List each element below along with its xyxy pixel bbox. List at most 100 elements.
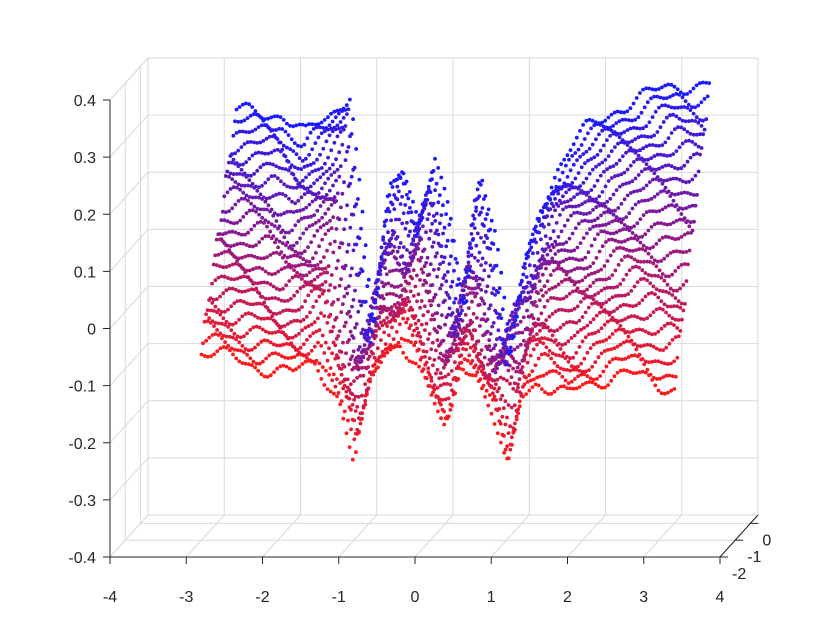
data-point: [480, 386, 484, 391]
data-point: [634, 126, 639, 131]
data-point: [576, 203, 581, 208]
data-point: [602, 286, 607, 291]
data-point: [243, 347, 248, 351]
data-point: [233, 261, 238, 266]
data-point: [325, 321, 330, 325]
data-point: [211, 262, 216, 267]
data-point: [447, 347, 452, 352]
data-point: [411, 268, 416, 273]
data-point: [512, 403, 517, 408]
data-point: [318, 272, 323, 277]
data-point: [524, 275, 529, 279]
data-point: [431, 363, 435, 368]
data-point: [574, 135, 579, 140]
data-point: [254, 286, 259, 291]
data-point: [641, 186, 646, 191]
data-point: [402, 338, 407, 342]
data-point: [601, 124, 606, 129]
data-point: [268, 253, 273, 257]
data-point: [221, 333, 226, 338]
data-point: [282, 299, 287, 303]
data-point: [328, 366, 333, 370]
data-point: [577, 345, 582, 349]
data-point: [460, 308, 464, 313]
data-point: [396, 284, 400, 289]
data-point: [620, 138, 625, 143]
data-point: [452, 331, 457, 336]
data-point: [344, 389, 349, 394]
data-point: [496, 290, 501, 295]
data-point: [423, 198, 428, 202]
data-point: [508, 349, 513, 354]
data-point: [666, 189, 671, 194]
data-point: [651, 209, 655, 214]
data-point: [293, 334, 298, 338]
box-edge: [109, 57, 149, 101]
data-point: [323, 211, 328, 216]
data-point: [633, 202, 638, 207]
data-point: [595, 340, 599, 345]
data-point: [239, 196, 244, 201]
data-point: [634, 371, 639, 375]
data-point: [550, 256, 555, 261]
data-point: [336, 334, 341, 338]
data-point: [304, 205, 309, 210]
data-point: [533, 321, 537, 326]
data-point: [489, 218, 494, 223]
data-point: [394, 330, 399, 334]
data-point: [430, 340, 435, 345]
data-point: [667, 341, 672, 346]
data-point: [420, 210, 425, 215]
data-point: [397, 295, 402, 299]
data-point: [637, 370, 642, 375]
data-point: [365, 318, 370, 323]
data-point: [628, 106, 633, 111]
data-point: [261, 207, 266, 212]
data-point: [351, 117, 355, 121]
data-point: [391, 337, 396, 342]
data-point: [609, 128, 614, 133]
data-point: [595, 377, 599, 381]
data-point: [325, 358, 330, 363]
data-point: [578, 241, 583, 246]
data-point: [531, 316, 536, 321]
data-point: [380, 323, 385, 328]
data-point: [522, 338, 526, 343]
data-point: [335, 167, 340, 172]
data-point: [447, 262, 452, 266]
data-point: [246, 275, 251, 279]
data-point: [280, 166, 285, 171]
data-point: [290, 228, 294, 233]
data-point: [307, 189, 312, 194]
data-point: [694, 83, 699, 88]
data-point: [390, 325, 394, 330]
data-point: [668, 95, 672, 99]
data-point: [370, 334, 375, 339]
data-point: [419, 255, 424, 260]
data-point: [662, 278, 667, 283]
data-point: [229, 328, 234, 333]
data-point: [311, 283, 315, 288]
data-point: [638, 217, 643, 222]
data-point: [659, 189, 663, 194]
data-point: [337, 245, 342, 250]
data-point: [455, 261, 459, 265]
data-point: [624, 330, 629, 334]
data-point: [311, 359, 316, 364]
data-point: [599, 305, 604, 309]
data-point: [297, 350, 301, 355]
data-point: [436, 200, 441, 205]
data-point: [572, 195, 576, 200]
data-point: [597, 132, 601, 137]
data-point: [254, 301, 259, 306]
data-point: [644, 162, 649, 167]
data-point: [406, 233, 411, 238]
data-point: [343, 286, 348, 291]
data-point: [382, 220, 387, 224]
data-point: [629, 191, 633, 195]
data-point: [670, 272, 675, 277]
data-point: [260, 267, 265, 271]
data-point: [253, 151, 258, 156]
data-point: [238, 298, 243, 303]
data-point: [583, 275, 588, 280]
